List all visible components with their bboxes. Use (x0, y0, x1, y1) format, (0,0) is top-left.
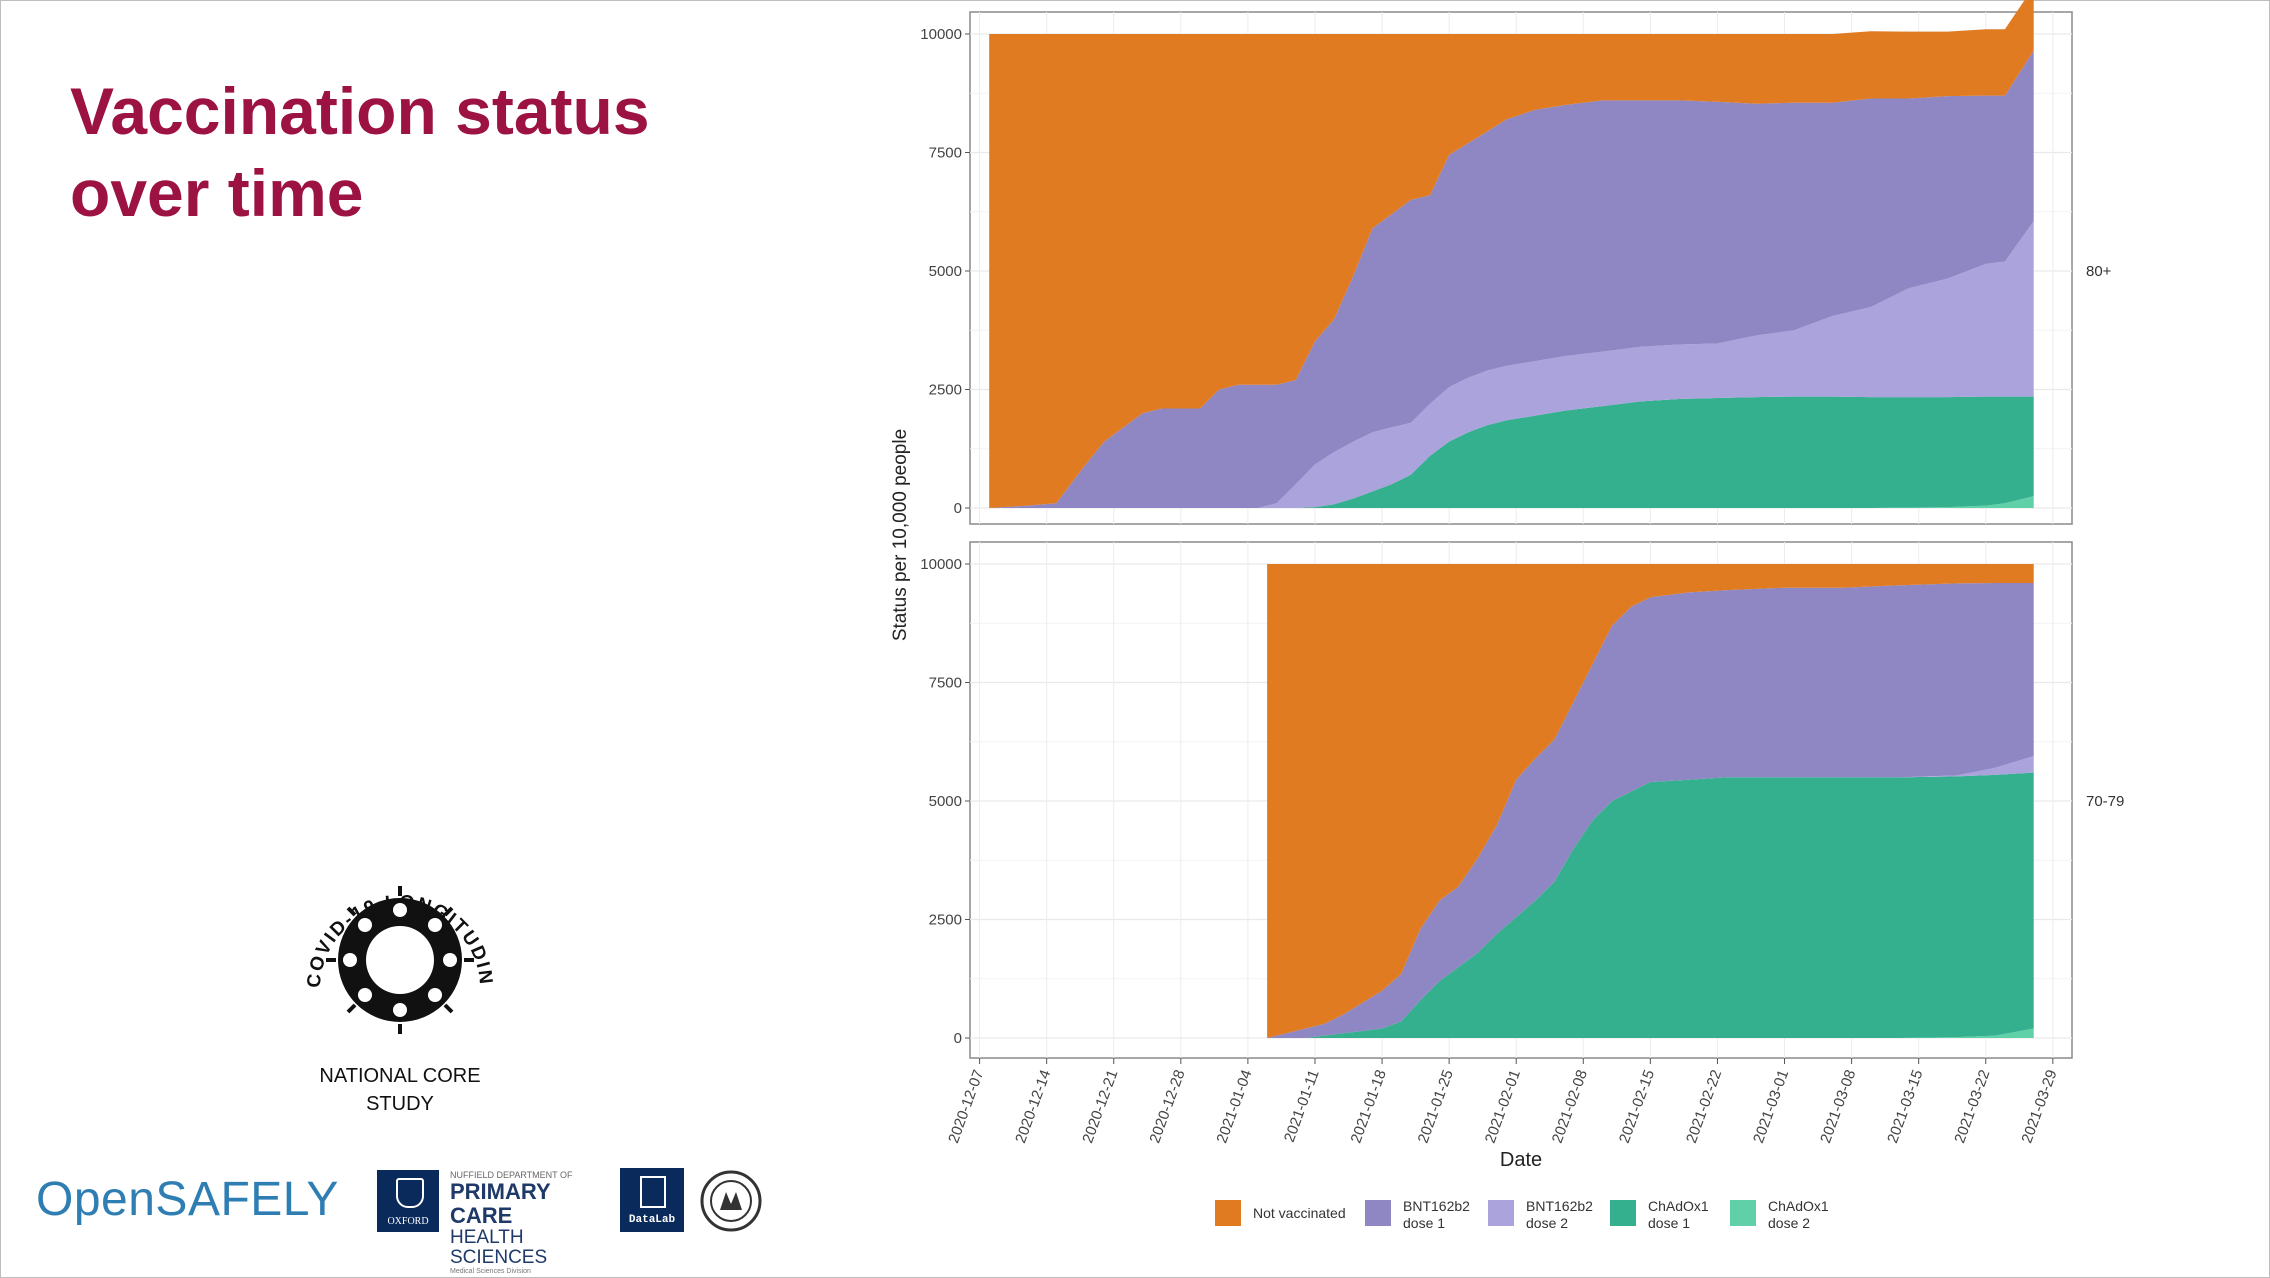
y-tick-label: 10000 (920, 556, 962, 573)
x-tick-label: 2021-01-04 (1213, 1068, 1255, 1146)
datalab-word: DataLab (628, 1214, 676, 1226)
oxford-logo: OXFORD (377, 1170, 439, 1232)
legend-sublabel-chx1: dose 1 (1648, 1215, 1690, 1231)
y-tick-label: 10000 (920, 26, 962, 43)
y-tick-label: 0 (954, 500, 962, 517)
legend-label-not: Not vaccinated (1253, 1205, 1346, 1221)
legend-swatch-bnt1 (1365, 1200, 1391, 1226)
panel-strip-label: 70-79 (2086, 793, 2124, 810)
oxford-crest-icon (396, 1178, 424, 1208)
legend-swatch-chx2 (1730, 1200, 1756, 1226)
slide-title-line-2: over time (70, 156, 364, 230)
legend-sublabel-chx2: dose 2 (1768, 1215, 1810, 1231)
pc-line-2: HEALTH SCIENCES (450, 1227, 548, 1268)
x-tick-label: 2020-12-07 (945, 1068, 987, 1146)
x-tick-label: 2020-12-14 (1012, 1068, 1054, 1146)
area-bnt2-panel-1 (989, 221, 2034, 508)
area-not-panel-1 (989, 0, 2034, 508)
area-not-panel-2 (1267, 564, 2034, 1038)
pc-division: Medical Sciences Division (450, 1268, 531, 1275)
x-axis-title: Date (1500, 1149, 1542, 1171)
pc-line-1: PRIMARY CARE (450, 1179, 551, 1228)
legend-swatch-bnt2 (1488, 1200, 1514, 1226)
area-chx1-panel-1 (989, 396, 2034, 508)
y-tick-label: 5000 (929, 263, 962, 280)
oxford-word: OXFORD (387, 1216, 429, 1227)
opensafely-logo: OpenSAFELY (36, 1173, 339, 1226)
x-tick-label: 2020-12-21 (1079, 1068, 1121, 1146)
x-tick-label: 2021-01-11 (1281, 1068, 1323, 1145)
x-tick-label: 2020-12-28 (1146, 1068, 1188, 1146)
x-tick-label: 2021-03-22 (1951, 1068, 1993, 1146)
pc-department: NUFFIELD DEPARTMENT OF (450, 1170, 573, 1180)
legend-label-bnt1: BNT162b2 (1403, 1198, 1470, 1214)
y-tick-label: 7500 (929, 145, 962, 162)
panel-strip-label: 80+ (2086, 263, 2112, 280)
legend-swatch-not (1215, 1200, 1241, 1226)
y-tick-label: 5000 (929, 793, 962, 810)
slide-title-line-1: Vaccination status (70, 74, 650, 148)
study-name: NATIONAL CORE STUDY (270, 1062, 530, 1118)
study-name-line-2: STUDY (366, 1093, 434, 1115)
legend-label-bnt2: BNT162b2 (1526, 1198, 1593, 1214)
legend-label-chx2: ChAdOx1 (1768, 1198, 1829, 1214)
x-tick-label: 2021-03-29 (2018, 1068, 2060, 1146)
x-tick-label: 2021-03-01 (1750, 1068, 1792, 1146)
x-tick-label: 2021-02-01 (1482, 1068, 1524, 1146)
legend-label-chx1: ChAdOx1 (1648, 1198, 1709, 1214)
virus-icon (326, 886, 474, 1034)
area-bnt1-panel-1 (989, 50, 2034, 508)
university-seal-icon (700, 1170, 762, 1232)
y-tick-label: 2500 (929, 912, 962, 929)
x-tick-label: 2021-03-15 (1884, 1068, 1926, 1146)
datalab-logo: DataLab (620, 1168, 684, 1232)
legend-sublabel-bnt1: dose 1 (1403, 1215, 1445, 1231)
y-axis-title: Status per 10,000 people (890, 429, 911, 641)
x-tick-label: 2021-01-18 (1348, 1068, 1390, 1146)
area-chx1-panel-2 (1267, 772, 2034, 1038)
primary-care-logo: NUFFIELD DEPARTMENT OF PRIMARY CARE HEAL… (450, 1170, 610, 1275)
y-tick-label: 0 (954, 1030, 962, 1047)
slide-title: Vaccination status over time (70, 70, 650, 234)
x-tick-label: 2021-01-25 (1415, 1068, 1457, 1146)
x-tick-label: 2021-02-08 (1549, 1068, 1591, 1146)
legend-swatch-chx1 (1610, 1200, 1636, 1226)
study-name-line-1: NATIONAL CORE (319, 1065, 481, 1087)
x-tick-label: 2021-03-08 (1817, 1068, 1859, 1146)
covid-study-logo: COVID-19 LONGITUDINAL HEALTH &WELLBEING (270, 848, 494, 1034)
area-bnt1-panel-2 (1267, 583, 2034, 1038)
y-tick-label: 7500 (929, 675, 962, 692)
vaccination-status-chart: 0 2500 5000 7500 10000 80+ 0 2500 5000 7500 10000 7… (890, 0, 2124, 1231)
x-tick-label: 2021-02-22 (1683, 1068, 1725, 1146)
y-tick-label: 2500 (929, 382, 962, 399)
x-tick-label: 2021-02-15 (1616, 1068, 1658, 1146)
datalab-mark-icon (640, 1176, 666, 1208)
legend-sublabel-bnt2: dose 2 (1526, 1215, 1568, 1231)
